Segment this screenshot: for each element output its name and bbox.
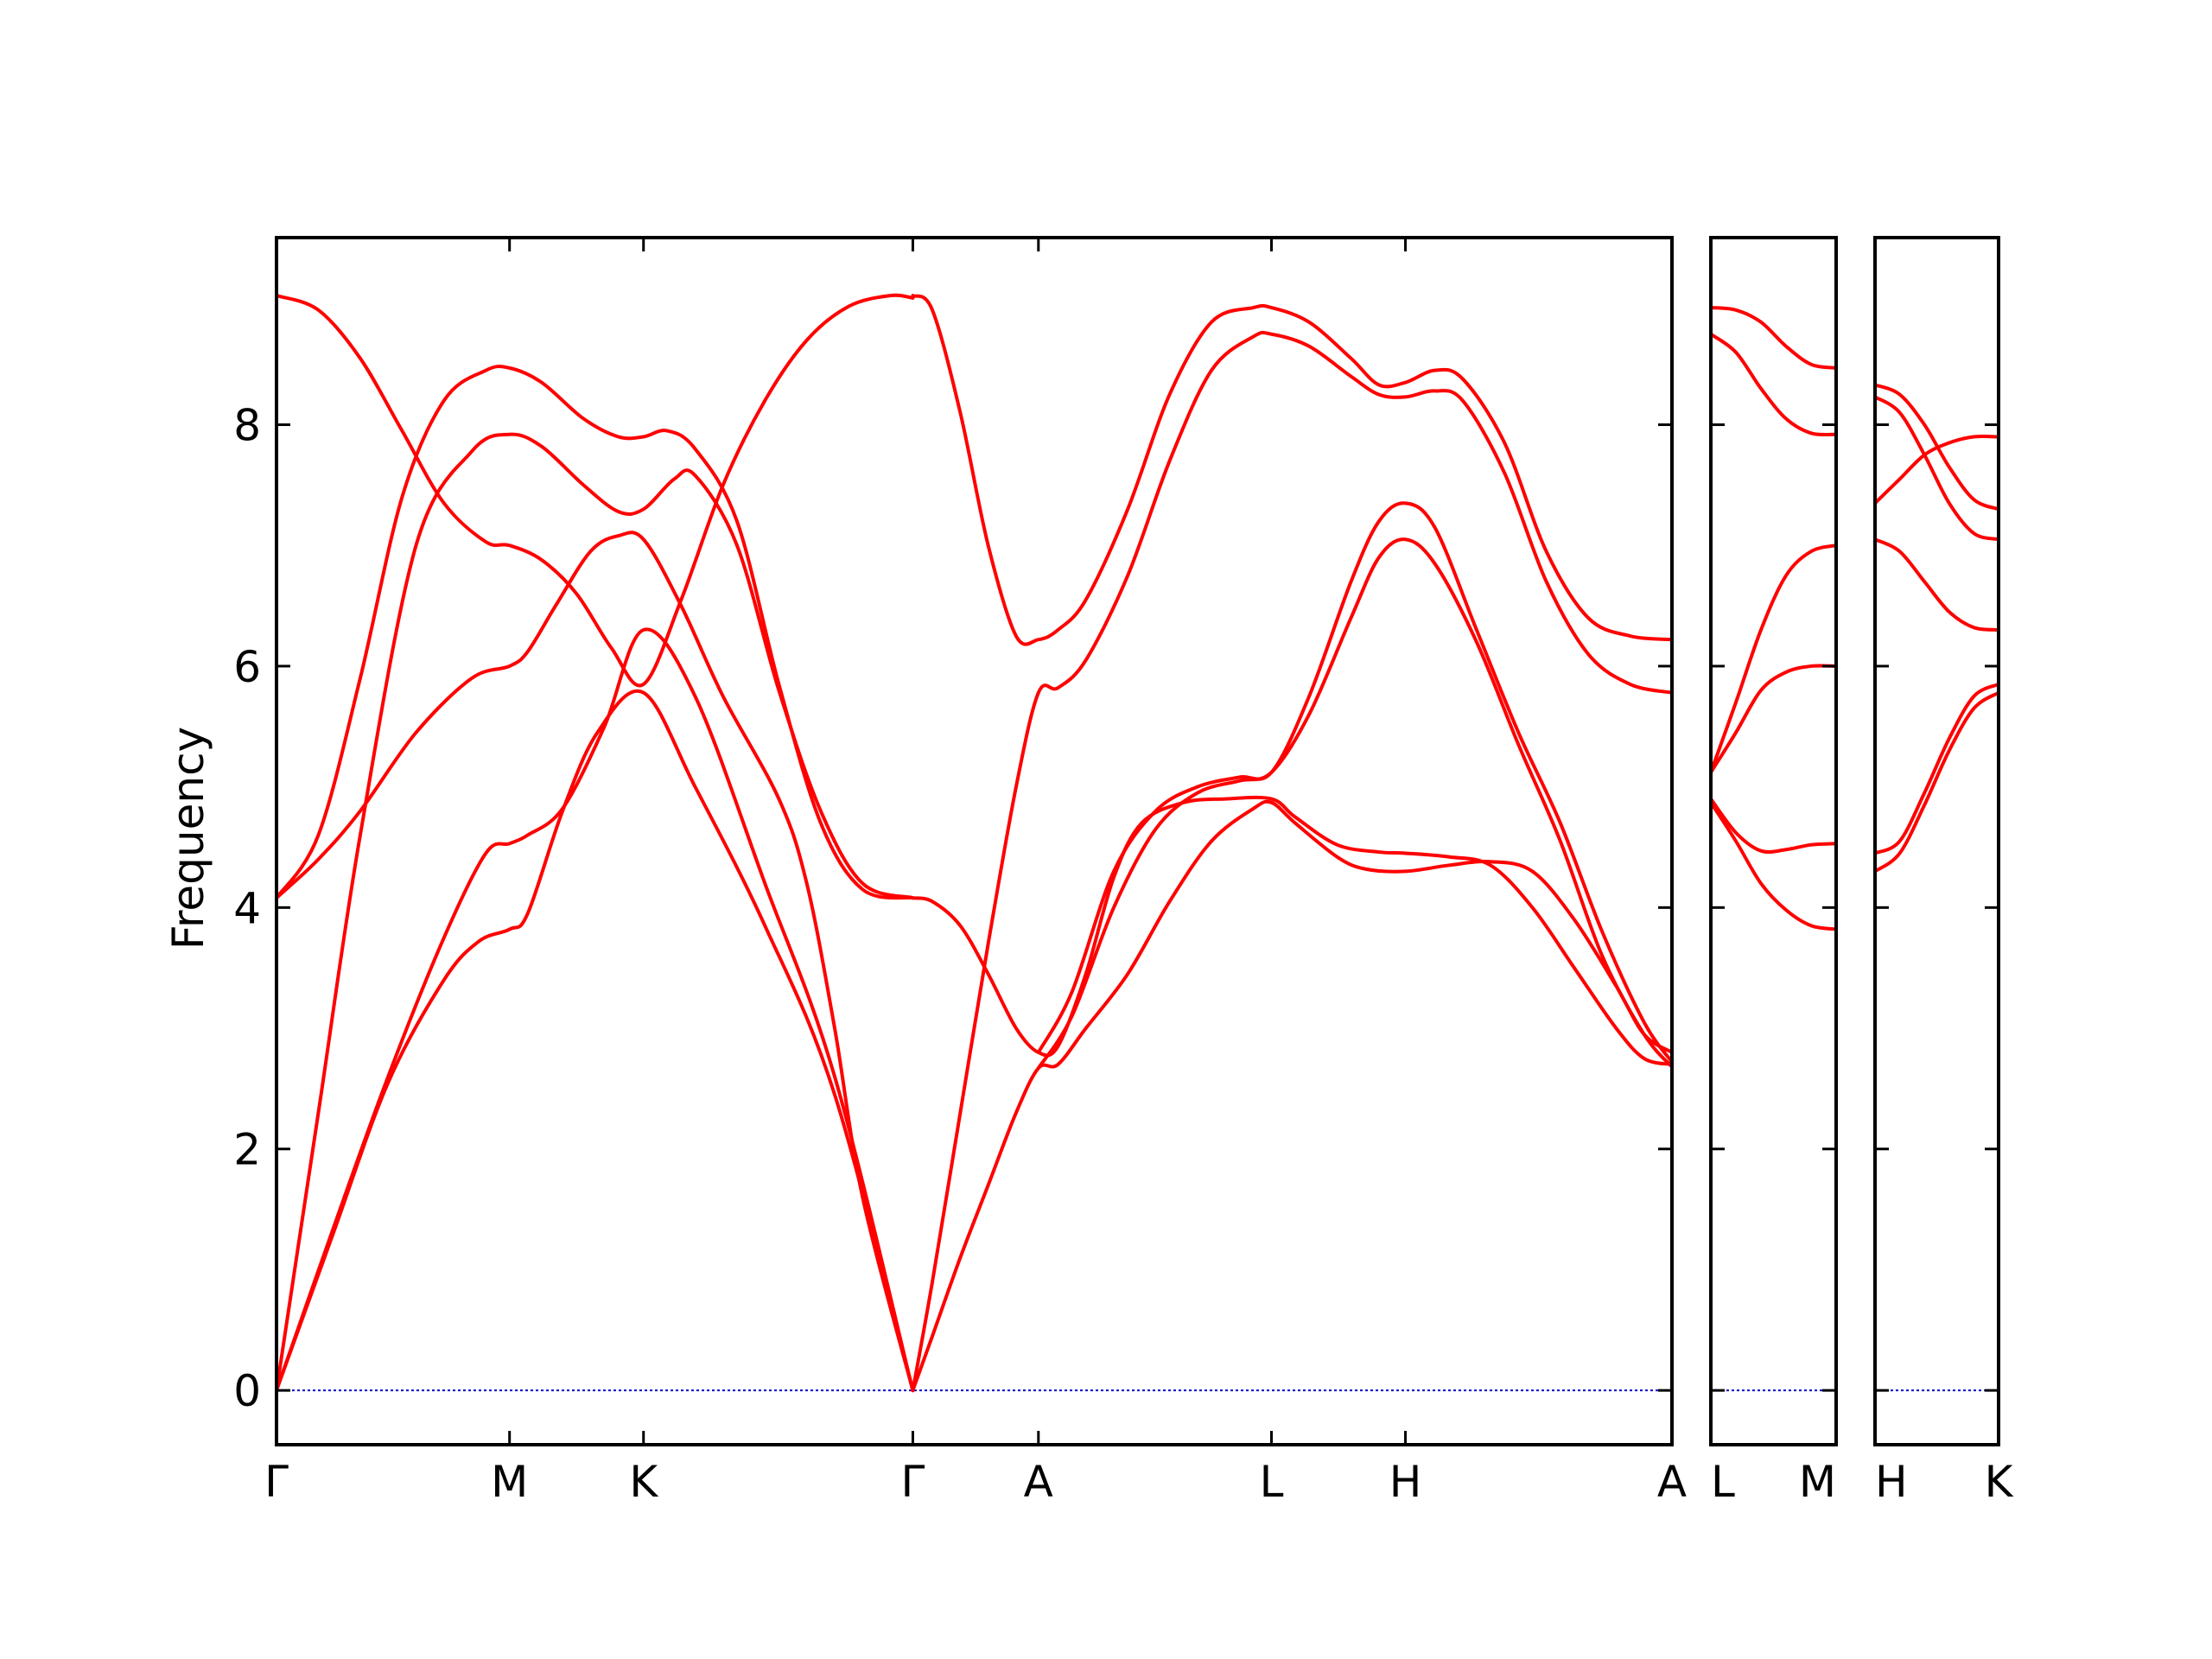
band-10 <box>911 294 1672 646</box>
band-4 <box>1711 543 1836 774</box>
band-2 <box>276 627 915 1393</box>
plot-frame <box>1873 236 2000 1446</box>
band-6 <box>1711 306 1836 370</box>
band-3 <box>1711 664 1836 774</box>
bands <box>1711 306 1836 931</box>
x-tick-label: K <box>1985 1457 2014 1507</box>
band-3 <box>1875 537 1999 632</box>
y-tick-label: 4 <box>233 883 261 933</box>
band-2 <box>1875 682 1999 855</box>
x-tick-label: H <box>1875 1457 1908 1507</box>
y-tick-label: 2 <box>233 1125 261 1175</box>
x-tick-label: A <box>1657 1457 1687 1507</box>
x-tick-label: L <box>1711 1457 1735 1507</box>
band-12 <box>1036 501 1672 1065</box>
x-tick-label: M <box>491 1457 528 1507</box>
band-11 <box>1036 537 1672 1071</box>
band-6 <box>276 293 915 688</box>
band-8 <box>911 330 1672 1393</box>
band-4 <box>276 365 915 900</box>
x-tick-label: K <box>629 1457 658 1507</box>
y-tick-label: 8 <box>233 401 261 451</box>
band-6 <box>1875 383 1999 512</box>
bands <box>1875 383 1999 874</box>
x-tick-label: Γ <box>901 1457 925 1507</box>
plot-frame <box>1709 236 1838 1446</box>
band-5 <box>1875 395 1999 542</box>
y-tick-label: 0 <box>233 1366 261 1416</box>
plot-frame <box>275 236 1674 1446</box>
panel-1: 0 2 4 6 8 Γ M K Γ A L H A <box>233 236 1687 1507</box>
band-9 <box>911 795 1672 1066</box>
x-tick-label: L <box>1260 1457 1284 1507</box>
band-5 <box>1711 332 1836 437</box>
band-5 <box>276 531 915 1393</box>
x-tick-label: H <box>1389 1457 1422 1507</box>
band-7 <box>911 799 1672 1393</box>
bands <box>276 293 1672 1393</box>
band-1 <box>1875 690 1999 874</box>
y-axis-label-group: Frequency <box>163 727 213 950</box>
x-tick-label: M <box>1799 1457 1836 1507</box>
band-1 <box>1711 800 1836 931</box>
x-tick-label: Γ <box>264 1457 289 1507</box>
y-axis-label: Frequency <box>163 727 213 950</box>
band-3 <box>276 432 915 1393</box>
x-tick-label: A <box>1024 1457 1053 1507</box>
y-tick-label: 6 <box>233 642 261 692</box>
band-2 <box>1711 797 1836 854</box>
